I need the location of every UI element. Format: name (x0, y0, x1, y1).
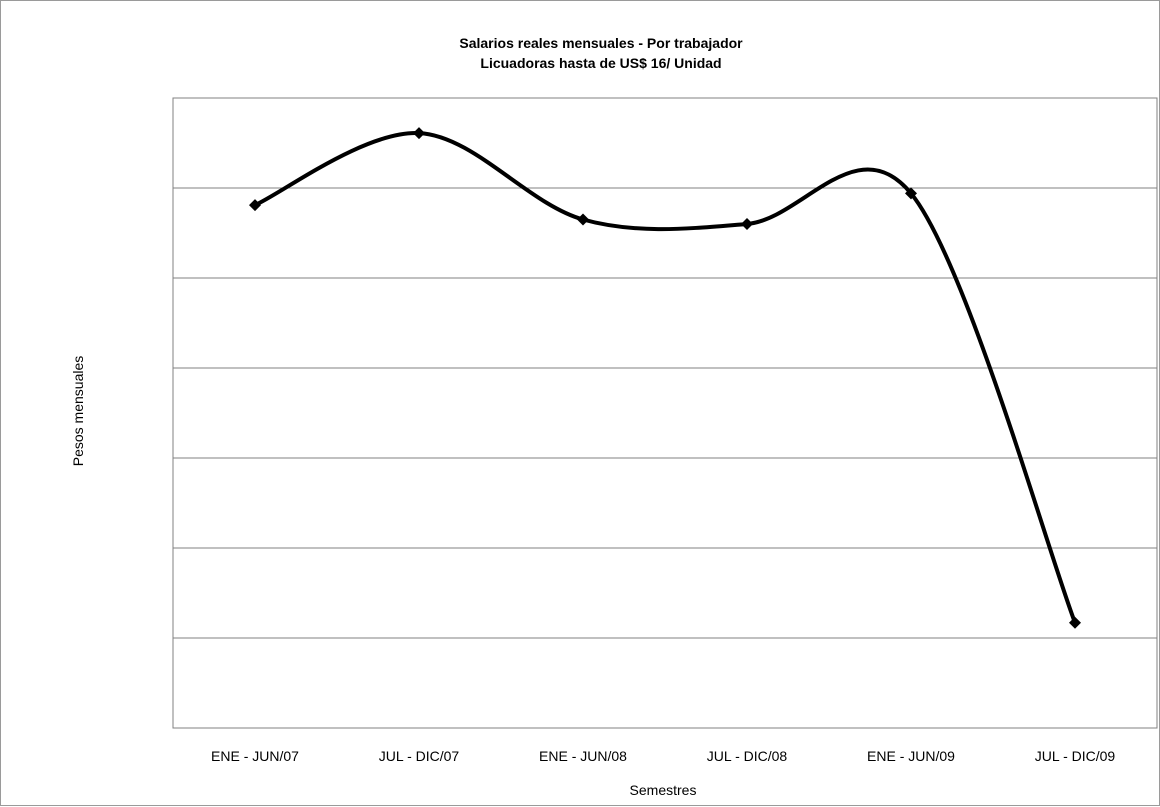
series-line-group (249, 127, 1081, 629)
x-tick-label: JUL - DIC/09 (1035, 748, 1116, 764)
x-axis-title: Semestres (630, 782, 697, 798)
data-point-marker-4 (741, 218, 753, 230)
y-axis-title: Pesos mensuales (70, 356, 86, 467)
data-point-marker-2 (413, 127, 425, 140)
x-tick-label: JUL - DIC/08 (707, 748, 788, 764)
x-tick-label: ENE - JUN/09 (867, 748, 955, 764)
chart-title-line-1: Salarios reales mensuales - Por trabajad… (459, 35, 743, 51)
x-tick-label: JUL - DIC/07 (379, 748, 460, 764)
x-tick-label: ENE - JUN/07 (211, 748, 299, 764)
chart-title-line-2: Licuadoras hasta de US$ 16/ Unidad (480, 55, 721, 71)
data-point-marker-3 (577, 213, 589, 226)
data-point-marker-1 (249, 199, 261, 212)
data-point-marker-5 (905, 187, 917, 200)
data-point-marker-6 (1069, 616, 1081, 629)
plot-area (172, 97, 1158, 729)
x-tick-label: ENE - JUN/08 (539, 748, 627, 764)
series-line (254, 131, 1077, 624)
x-axis-tick-labels: ENE - JUN/07 JUL - DIC/07 ENE - JUN/08 JUL … (211, 748, 1115, 764)
gridlines (173, 187, 1157, 639)
